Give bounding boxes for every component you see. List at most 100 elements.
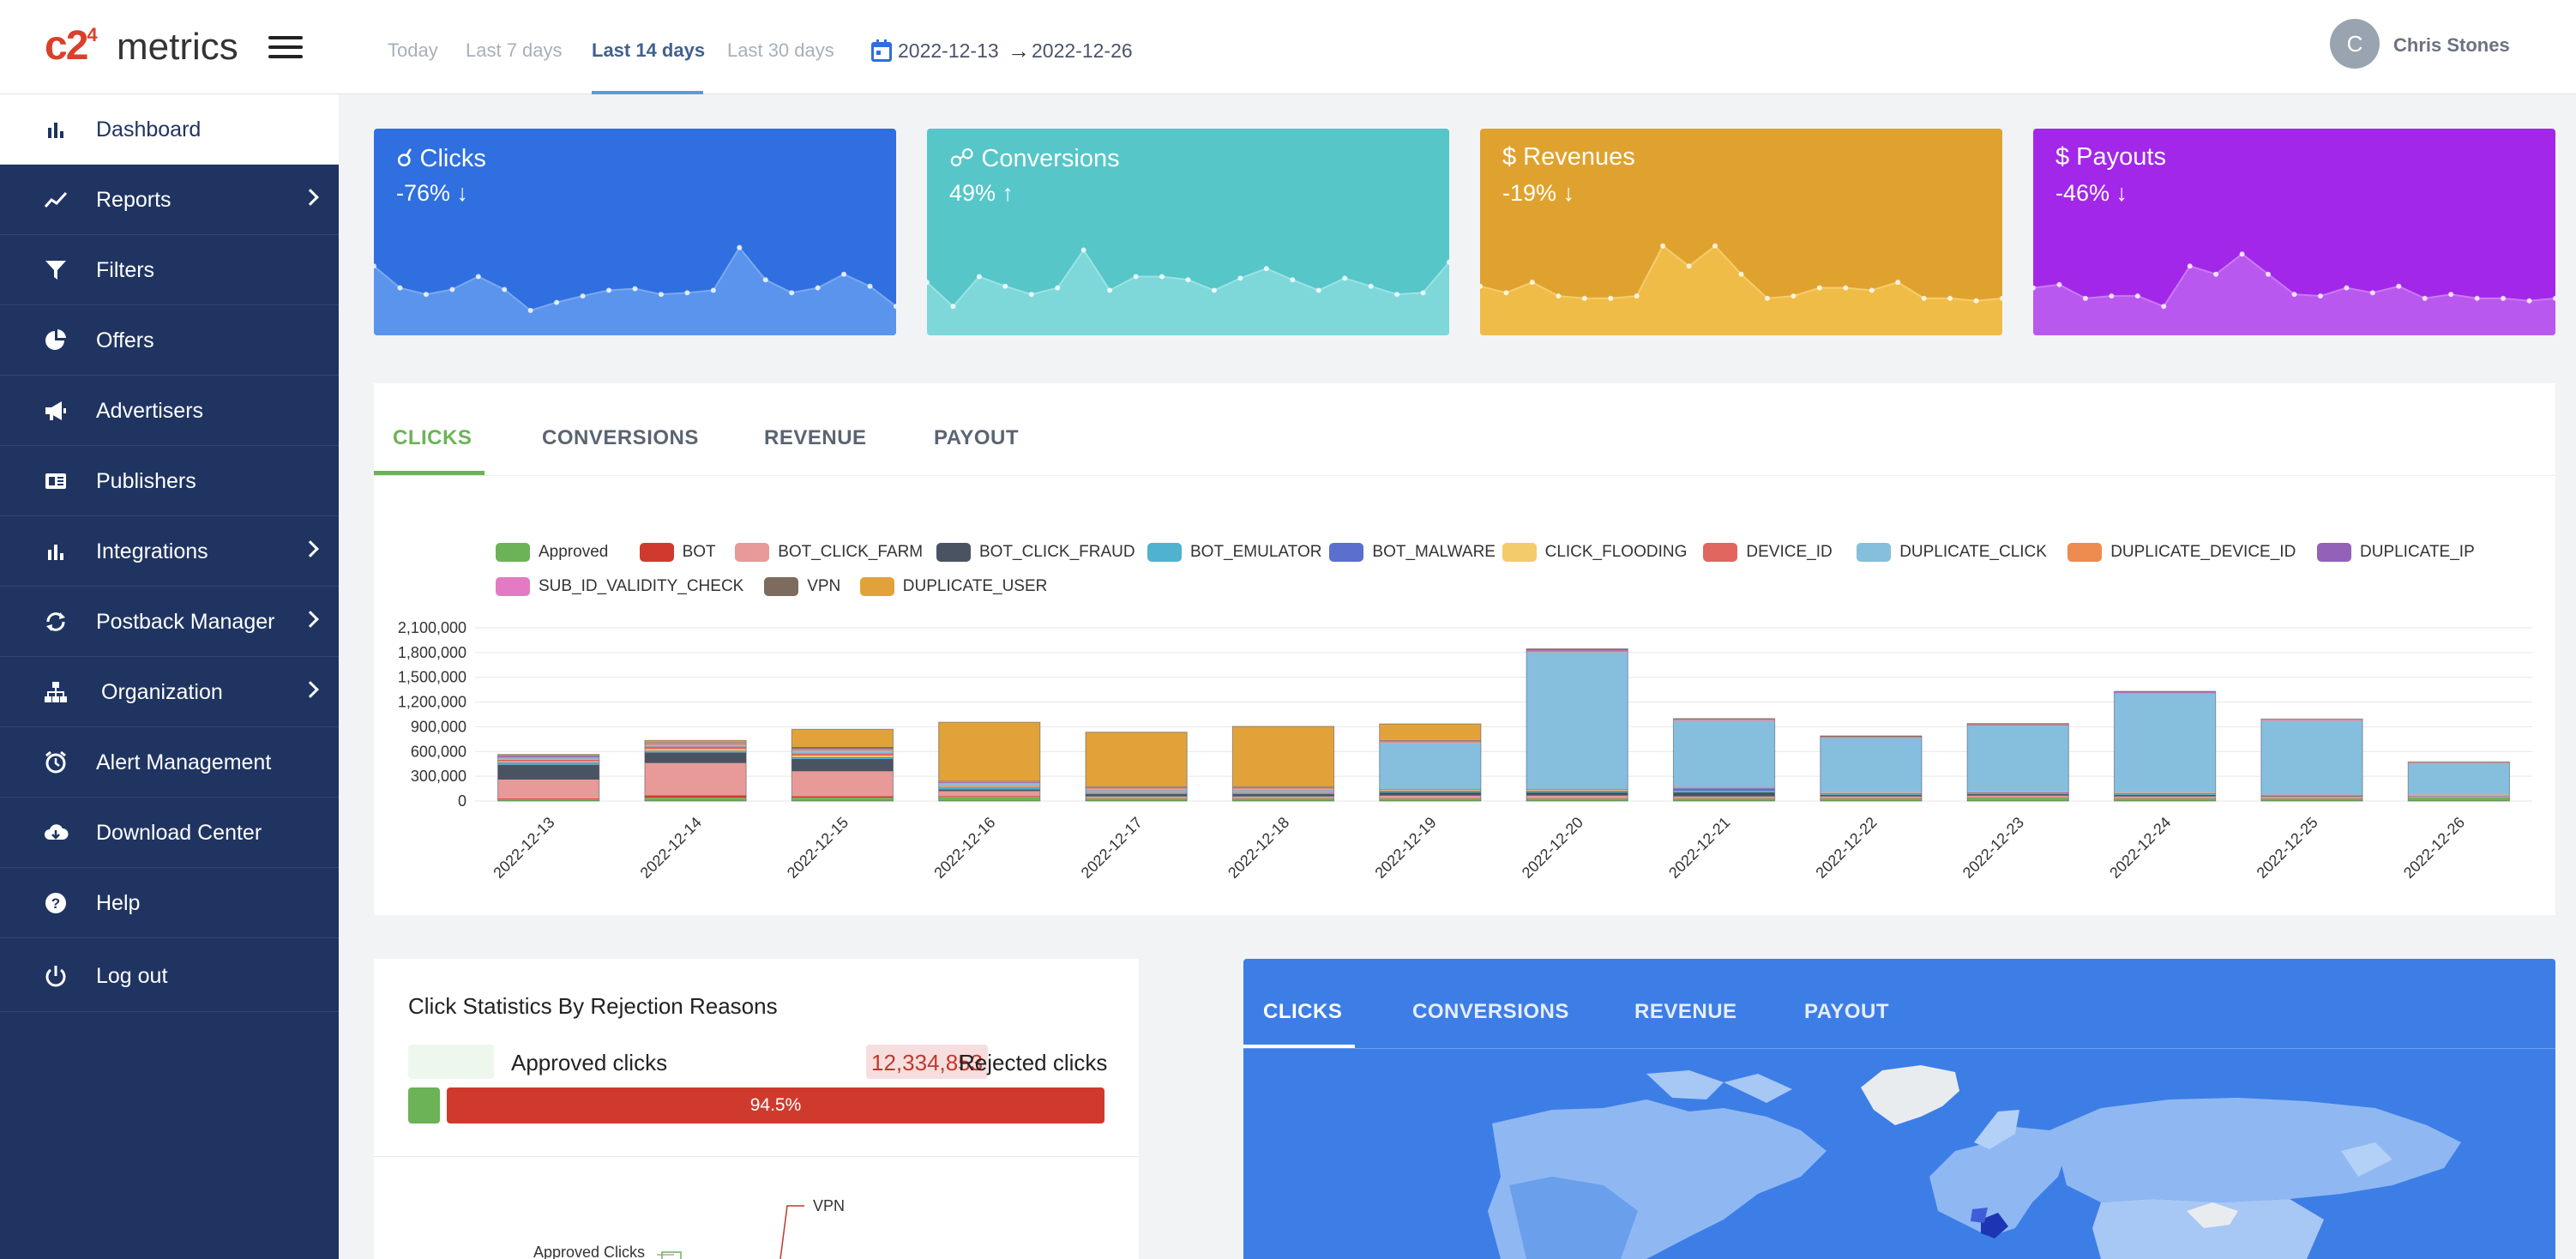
trend-line-icon [43,188,69,212]
bar-segment [939,781,1040,782]
bar-segment [2114,693,2215,694]
bar-segment [2114,798,2215,799]
sparkline-point [977,274,982,280]
x-tick-label: 2022-12-15 [784,814,852,882]
sidebar-item-alert-management[interactable]: Alert Management [0,727,339,798]
sparkline-point [2161,304,2166,309]
sparkline-point [763,277,768,282]
kpi-title: ☍ Conversions [949,143,1120,173]
map-tab-revenue[interactable]: REVENUE [1634,1000,1737,1024]
sidebar-item-help[interactable]: ? Help [0,868,339,938]
sidebar-item-download-center[interactable]: Download Center [0,798,339,868]
range-today[interactable]: Today [388,39,438,62]
bar-segment [1232,787,1333,788]
sidebar-item-offers[interactable]: Offers [0,305,339,376]
bar-segment [1086,732,1187,786]
menu-toggle-icon[interactable] [268,36,303,62]
sparkline-point [1186,277,1191,282]
bar-segment [1086,791,1187,792]
map-tab-conversions[interactable]: CONVERSIONS [1412,1000,1569,1024]
bar-segment [1967,724,2068,725]
bar-segment [1526,652,1628,789]
map-tab-payout[interactable]: PAYOUT [1804,1000,1889,1024]
bar-segment [1232,789,1333,791]
bar-segment [791,750,893,753]
range-last-30-days[interactable]: Last 30 days [727,39,834,62]
user-name[interactable]: Chris Stones [2393,34,2510,57]
date-from[interactable]: 2022-12-13 [898,39,999,63]
bar-segment [1967,794,2068,796]
sparkline-point [2240,251,2245,256]
bar-segment [2408,794,2509,795]
kpi-title: $ Payouts [2055,143,2166,172]
bar-segment [645,744,746,745]
refresh-icon [43,610,69,634]
sparkline-point [1530,280,1535,285]
kpi-card-conversions[interactable]: ☍ Conversions 49% ↑ [927,129,1449,335]
kpi-change: -19% ↓ [1502,180,1574,207]
bar-segment [1821,792,1922,793]
sidebar-item-advertisers[interactable]: Advertisers [0,376,339,446]
bar-segment [2114,792,2215,793]
calendar-icon[interactable] [869,38,894,63]
bar-segment [2408,763,2509,764]
bar-segment [2408,764,2509,795]
bar-segment [1967,725,2068,726]
kpi-change: 49% ↑ [949,180,1014,207]
sidebar-item-label: Dashboard [96,117,201,142]
approved-label: Approved clicks [511,1050,667,1076]
date-to[interactable]: 2022-12-26 [1032,39,1133,63]
bar-segment [1673,719,1774,720]
sparkline-point [868,284,873,289]
bar-segment [1232,793,1333,794]
bar-segment [1967,798,2068,801]
bar-segment [1821,794,1922,795]
sparkline-point [1922,296,1927,301]
kpi-card-clicks[interactable]: ☌ Clicks -76% ↓ [374,129,896,335]
sparkline-point [1869,288,1875,293]
sidebar-item-label: Help [96,891,140,916]
bar-segment [939,790,1040,792]
bar-segment [939,791,1040,796]
avatar[interactable]: C [2330,19,2380,69]
bar-segment [498,762,599,763]
sparkline-point [1316,288,1321,293]
sidebar-item-organization[interactable]: Organization [0,657,339,727]
sparkline-point [2213,272,2218,277]
world-map[interactable] [1243,1048,2555,1259]
map-region-greenland [1861,1065,1959,1125]
bar-segment [1673,788,1774,789]
rejected-label: Rejected clicks [959,1050,1107,1076]
bar-segment [1526,796,1628,798]
bar-segment [2408,796,2509,797]
sidebar-item-label: Log out [96,964,167,989]
bar-segment [645,751,746,752]
sidebar-item-publishers[interactable]: Publishers [0,446,339,516]
sparkline-point [2370,290,2375,295]
sidebar-item-logout[interactable]: Log out [0,938,339,1012]
sparkline-point [1342,275,1347,280]
sidebar-item-integrations[interactable]: Integrations [0,516,339,587]
logo-brand[interactable]: c24 [45,22,96,69]
bar-segment [2114,692,2215,693]
bar-segment [1673,792,1774,797]
kpi-card-revenues[interactable]: $ Revenues -19% ↓ [1480,129,2002,335]
bar-segment [1821,737,1922,738]
panel-title: Click Statistics By Rejection Reasons [408,993,778,1020]
sparkline-point [1687,263,1692,268]
sparkline-point [1369,284,1374,289]
sidebar-item-postback-manager[interactable]: Postback Manager [0,587,339,657]
sidebar-item-reports[interactable]: Reports [0,165,339,235]
sparkline-point [1556,293,1561,298]
kpi-card-payouts[interactable]: $ Payouts -46% ↓ [2033,129,2555,335]
map-tab-clicks[interactable]: CLICKS [1263,1000,1342,1024]
sparkline-point [789,290,794,295]
sidebar-item-filters[interactable]: Filters [0,235,339,305]
range-last-7-days[interactable]: Last 7 days [466,39,563,62]
sparkline-point [1081,248,1086,253]
bar-segment [791,759,893,771]
sparkline-point [2266,272,2271,277]
range-last-14-days[interactable]: Last 14 days [592,39,705,62]
bar-segment [1673,791,1774,792]
sidebar-item-dashboard[interactable]: Dashboard [0,94,339,165]
